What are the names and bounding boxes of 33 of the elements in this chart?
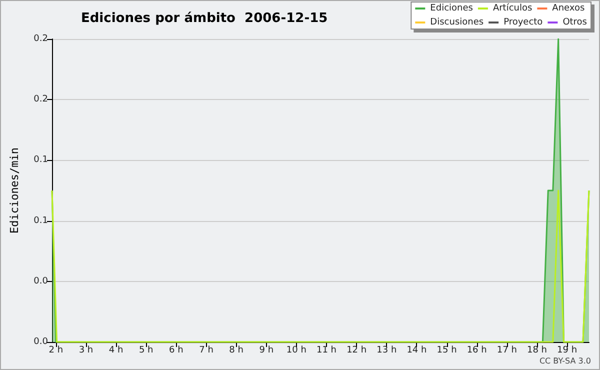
chart-title: Ediciones por ámbito 2006-12-15 <box>81 11 328 26</box>
legend-label: Artículos <box>492 2 532 14</box>
x-tick-label: 10 h <box>286 346 306 356</box>
legend-label: Anexos <box>552 4 585 14</box>
y-tick-label: 0.2 <box>34 94 48 105</box>
y-tick-label: 0.0 <box>34 337 48 347</box>
x-tick-label: 7 h <box>199 346 214 356</box>
x-tick-label: 19 h <box>557 346 578 356</box>
y-axis-title: Ediciones/min <box>8 147 21 234</box>
y-tick-label: 0.1 <box>34 155 48 166</box>
x-tick-label: 8 h <box>229 346 244 356</box>
x-tick-label: 4 h <box>108 346 124 356</box>
x-tick-label: 18 h <box>526 346 547 356</box>
x-tick-label: 17 h <box>496 346 517 356</box>
x-tick-label: 14 h <box>406 346 427 356</box>
x-tick-label: 13 h <box>376 346 397 356</box>
x-tick-label: 11 h <box>316 346 337 356</box>
legend-label: Discusiones <box>430 18 484 28</box>
y-tick-label: 0.0 <box>34 276 48 286</box>
x-tick-label: 16 h <box>466 346 487 356</box>
x-tick-label: 5 h <box>138 346 154 356</box>
x-tick-label: 2 h <box>48 346 64 356</box>
x-tick-label: 6 h <box>169 346 184 356</box>
x-tick-label: 9 h <box>259 346 274 356</box>
y-tick-label: 0.1 <box>34 216 48 226</box>
legend-label: Ediciones <box>430 4 474 14</box>
x-tick-label: 3 h <box>78 346 94 356</box>
legend-label: Proyecto <box>504 18 544 28</box>
text: CC BY-SA 3.0 <box>539 356 592 366</box>
legend-label: Otros <box>562 18 588 28</box>
y-tick-label: 0.2 <box>34 34 48 44</box>
x-tick-label: 12 h <box>346 346 367 356</box>
x-tick-label: 15 h <box>436 346 457 356</box>
